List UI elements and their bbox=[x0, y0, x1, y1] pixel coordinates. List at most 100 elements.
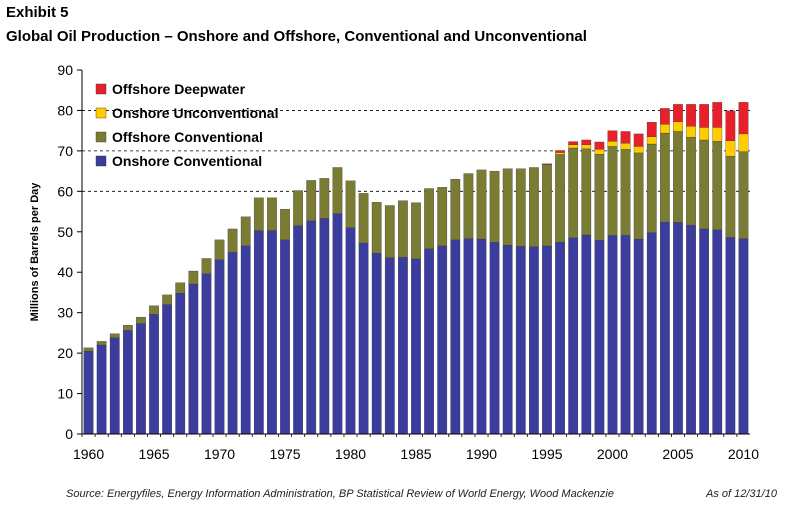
chart-title: Global Oil Production – Onshore and Offs… bbox=[6, 28, 587, 45]
as-of-note: As of 12/31/10 bbox=[706, 488, 777, 500]
bar-offshore-conventional-1967 bbox=[175, 282, 186, 294]
bar-offshore-conventional-1989 bbox=[463, 173, 474, 239]
bar-offshore-conventional-2003 bbox=[646, 143, 657, 233]
bar-offshore-conventional-2010 bbox=[738, 151, 749, 239]
bar-onshore-conventional-2010 bbox=[738, 238, 749, 435]
bar-offshore-deepwater-2008 bbox=[712, 102, 723, 128]
bar-offshore-conventional-1961 bbox=[96, 341, 107, 346]
bar-onshore-conventional-1979 bbox=[332, 213, 343, 435]
bar-offshore-conventional-1969 bbox=[201, 258, 212, 274]
bar-offshore-conventional-1990 bbox=[476, 169, 487, 240]
bar-onshore-unconventional-2008 bbox=[712, 127, 723, 142]
bar-offshore-conventional-1974 bbox=[267, 197, 277, 231]
bar-onshore-conventional-1990 bbox=[476, 238, 487, 435]
bar-offshore-conventional-1980 bbox=[345, 180, 356, 228]
bar-offshore-conventional-1963 bbox=[122, 325, 133, 331]
bar-onshore-unconventional-2000 bbox=[607, 141, 618, 147]
bar-onshore-conventional-1992 bbox=[502, 244, 513, 435]
y-tick-label: 10 bbox=[57, 386, 73, 402]
y-tick-label: 40 bbox=[57, 264, 73, 280]
bar-offshore-conventional-1977 bbox=[306, 180, 317, 222]
bar-onshore-conventional-2008 bbox=[712, 229, 723, 435]
x-tick-label: 1985 bbox=[400, 446, 431, 462]
bar-offshore-conventional-1993 bbox=[515, 168, 526, 247]
bar-onshore-conventional-1995 bbox=[542, 245, 552, 435]
bar-offshore-conventional-2007 bbox=[699, 139, 710, 230]
bar-onshore-unconventional-2006 bbox=[686, 126, 696, 138]
bar-onshore-conventional-1964 bbox=[136, 323, 146, 435]
bar-onshore-unconventional-1997 bbox=[568, 144, 579, 149]
bar-onshore-conventional-1967 bbox=[175, 293, 186, 435]
bar-offshore-conventional-1998 bbox=[581, 148, 592, 236]
bar-offshore-conventional-1992 bbox=[502, 168, 513, 246]
bar-offshore-conventional-1983 bbox=[384, 205, 395, 258]
bar-onshore-conventional-1980 bbox=[345, 227, 356, 435]
bar-offshore-conventional-2008 bbox=[712, 141, 723, 230]
bar-offshore-conventional-2005 bbox=[673, 131, 683, 223]
y-tick-label: 0 bbox=[65, 426, 73, 442]
bar-offshore-deepwater-2006 bbox=[686, 104, 696, 127]
bar-onshore-conventional-1996 bbox=[555, 242, 565, 435]
legend-label: Offshore Deepwater bbox=[112, 81, 246, 97]
bar-offshore-deepwater-2009 bbox=[725, 110, 736, 141]
bar-offshore-conventional-1987 bbox=[437, 187, 448, 247]
exhibit-label: Exhibit 5 bbox=[6, 4, 69, 21]
bar-onshore-unconventional-2005 bbox=[673, 121, 683, 132]
bar-offshore-deepwater-2003 bbox=[646, 122, 657, 137]
bar-offshore-deepwater-1998 bbox=[581, 139, 592, 145]
bar-onshore-unconventional-1999 bbox=[594, 149, 605, 155]
bar-onshore-unconventional-2007 bbox=[699, 127, 710, 141]
x-tick-label: 2005 bbox=[662, 446, 693, 462]
bar-onshore-unconventional-2003 bbox=[646, 136, 657, 145]
bar-onshore-conventional-2009 bbox=[725, 237, 736, 435]
bar-onshore-conventional-1978 bbox=[319, 218, 330, 435]
bar-onshore-conventional-1971 bbox=[227, 252, 238, 435]
bar-onshore-conventional-1974 bbox=[267, 230, 277, 435]
legend-label: Onshore Conventional bbox=[112, 153, 262, 169]
bar-onshore-conventional-2003 bbox=[646, 232, 657, 435]
bar-offshore-deepwater-2000 bbox=[607, 130, 618, 142]
bar-offshore-conventional-1981 bbox=[358, 193, 369, 244]
bar-offshore-conventional-2004 bbox=[659, 132, 670, 223]
x-tick-label: 1980 bbox=[335, 446, 366, 462]
y-tick-label: 80 bbox=[57, 102, 73, 118]
bar-onshore-conventional-1981 bbox=[358, 242, 369, 435]
bar-onshore-conventional-1991 bbox=[489, 242, 500, 435]
bar-offshore-conventional-1964 bbox=[136, 316, 146, 324]
bar-offshore-conventional-1984 bbox=[398, 200, 408, 258]
bar-offshore-conventional-1962 bbox=[109, 333, 120, 338]
bar-onshore-conventional-1961 bbox=[96, 344, 107, 435]
axes: 0 10 20 30 40 50 60 70 80 90 1960 1965 1970 1975 1980 1… bbox=[29, 62, 759, 462]
bar-onshore-conventional-2005 bbox=[673, 222, 683, 435]
bar-onshore-conventional-1973 bbox=[253, 230, 264, 435]
source-note: Source: Energyfiles, Energy Information … bbox=[66, 488, 614, 500]
legend-swatch bbox=[95, 155, 107, 167]
bar-offshore-conventional-2009 bbox=[725, 155, 736, 238]
bar-offshore-conventional-2002 bbox=[633, 152, 644, 240]
bar-onshore-conventional-1984 bbox=[398, 257, 408, 435]
bar-offshore-conventional-1986 bbox=[424, 188, 434, 249]
y-tick-label: 70 bbox=[57, 143, 73, 159]
x-tick-label: 2000 bbox=[597, 446, 628, 462]
bar-offshore-conventional-1968 bbox=[188, 270, 199, 285]
bar-offshore-conventional-1991 bbox=[489, 170, 500, 243]
bar-offshore-conventional-1997 bbox=[568, 147, 579, 238]
legend: Offshore Deepwater Onshore Unconventional… bbox=[95, 81, 278, 169]
bar-onshore-unconventional-1996 bbox=[555, 152, 565, 155]
bar-offshore-deepwater-2010 bbox=[738, 102, 749, 135]
bar-offshore-deepwater-1996 bbox=[555, 150, 565, 153]
legend-label: Offshore Conventional bbox=[112, 129, 263, 145]
bar-offshore-conventional-1979 bbox=[332, 167, 343, 214]
bar-onshore-conventional-1983 bbox=[384, 257, 395, 435]
legend-swatch bbox=[95, 107, 107, 119]
bar-onshore-conventional-1975 bbox=[280, 239, 290, 435]
bar-onshore-conventional-1994 bbox=[529, 246, 539, 435]
bar-offshore-deepwater-2005 bbox=[673, 104, 683, 122]
bar-offshore-conventional-1960 bbox=[83, 347, 94, 352]
y-tick-label: 90 bbox=[57, 62, 73, 78]
bar-onshore-conventional-1987 bbox=[437, 245, 448, 435]
bar-onshore-conventional-1960 bbox=[83, 350, 94, 435]
bar-layer bbox=[83, 102, 749, 435]
bar-onshore-conventional-1976 bbox=[293, 225, 303, 435]
